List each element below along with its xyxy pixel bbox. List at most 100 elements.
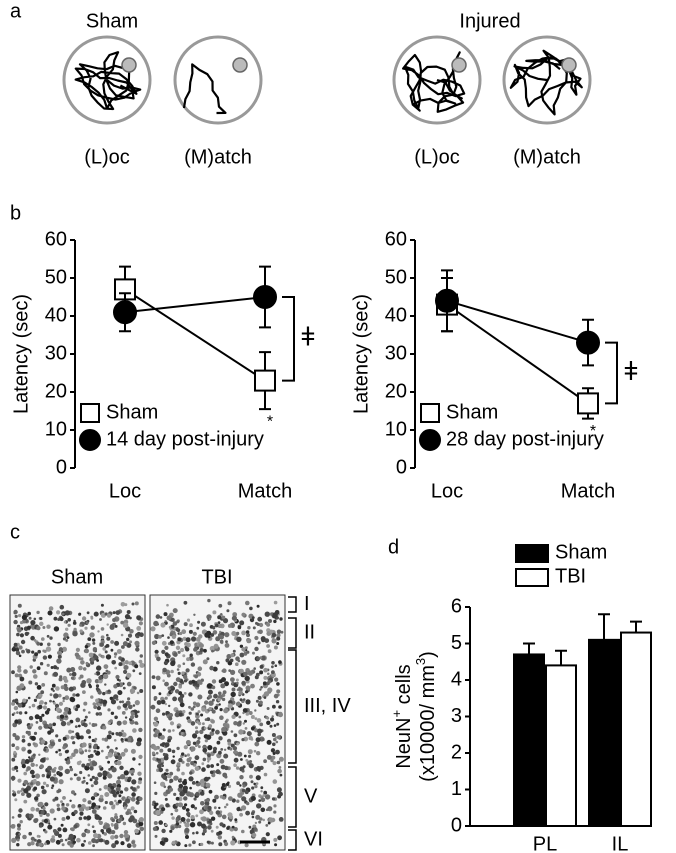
cell (221, 726, 227, 733)
cell (246, 638, 252, 644)
cell (13, 609, 18, 615)
cell (49, 693, 53, 697)
panel-label: d (388, 536, 399, 558)
cell (30, 620, 36, 626)
cell (86, 611, 90, 615)
cell (279, 617, 283, 621)
cell (192, 705, 196, 709)
cell (255, 672, 260, 677)
cell (134, 664, 139, 669)
cell (14, 673, 19, 678)
cell (253, 782, 256, 786)
cell (87, 823, 91, 827)
cell (23, 779, 29, 785)
cell (53, 773, 57, 777)
legend-label: 28 day post-injury (446, 428, 604, 450)
cell (216, 661, 220, 665)
cell (126, 681, 132, 687)
cell (15, 650, 21, 656)
cell (155, 675, 161, 681)
cell (84, 715, 88, 719)
cell (185, 637, 191, 643)
cell (263, 691, 270, 697)
cell (11, 743, 15, 747)
cell (242, 708, 248, 713)
cell (40, 785, 45, 790)
cell (60, 714, 65, 719)
cell (101, 749, 104, 753)
cell (84, 788, 90, 794)
cell (241, 769, 245, 773)
cell (188, 629, 193, 634)
cell (193, 797, 197, 801)
cell (276, 642, 280, 645)
cell (80, 843, 85, 847)
cell (158, 732, 162, 736)
cell (257, 732, 261, 737)
y-tick-label: 50 (385, 266, 407, 288)
cell (58, 752, 63, 757)
cell (63, 620, 67, 624)
cell (204, 718, 208, 721)
cell (52, 722, 56, 727)
cell (276, 629, 282, 634)
cell (181, 805, 187, 810)
cell (56, 715, 61, 720)
cell (71, 671, 77, 677)
cell (234, 818, 238, 822)
cell (273, 804, 277, 808)
cell (238, 729, 244, 735)
cell (96, 659, 99, 662)
cell (170, 812, 174, 816)
cell (278, 756, 284, 762)
cell (155, 802, 159, 806)
cell (53, 766, 57, 770)
cell (102, 673, 109, 680)
cell (169, 632, 174, 637)
cell (109, 801, 114, 806)
cell (168, 712, 173, 718)
cell (88, 652, 94, 658)
cell (268, 619, 272, 623)
cell (70, 827, 75, 832)
cell (155, 809, 161, 816)
y-tick-label: 30 (45, 342, 67, 364)
cell (123, 748, 129, 753)
cell (18, 654, 22, 658)
cell (41, 773, 45, 778)
cell (44, 701, 48, 705)
cell (40, 810, 45, 815)
cell (176, 725, 180, 729)
cell (138, 821, 144, 827)
cell (230, 677, 235, 682)
cell (250, 811, 255, 816)
cell (199, 729, 204, 735)
cell (158, 820, 163, 825)
cell (204, 739, 208, 743)
cell (175, 796, 180, 801)
cell (99, 794, 104, 799)
cell (109, 719, 113, 723)
cell (192, 631, 197, 636)
cell (164, 652, 169, 657)
cell (88, 683, 92, 687)
cell (259, 656, 263, 660)
cell (167, 738, 171, 743)
cell (29, 665, 33, 669)
cell (53, 616, 58, 621)
cell (124, 787, 129, 792)
cell (189, 822, 196, 828)
cell (209, 731, 215, 736)
cell (21, 649, 25, 654)
cell (184, 822, 190, 828)
cell (82, 722, 86, 726)
cell (170, 669, 174, 674)
cell (76, 704, 80, 709)
cell (179, 778, 182, 781)
cell (247, 626, 251, 630)
cell (209, 645, 215, 652)
cell (24, 631, 29, 637)
cell (203, 776, 209, 782)
cell (225, 803, 229, 806)
cell (139, 689, 144, 693)
